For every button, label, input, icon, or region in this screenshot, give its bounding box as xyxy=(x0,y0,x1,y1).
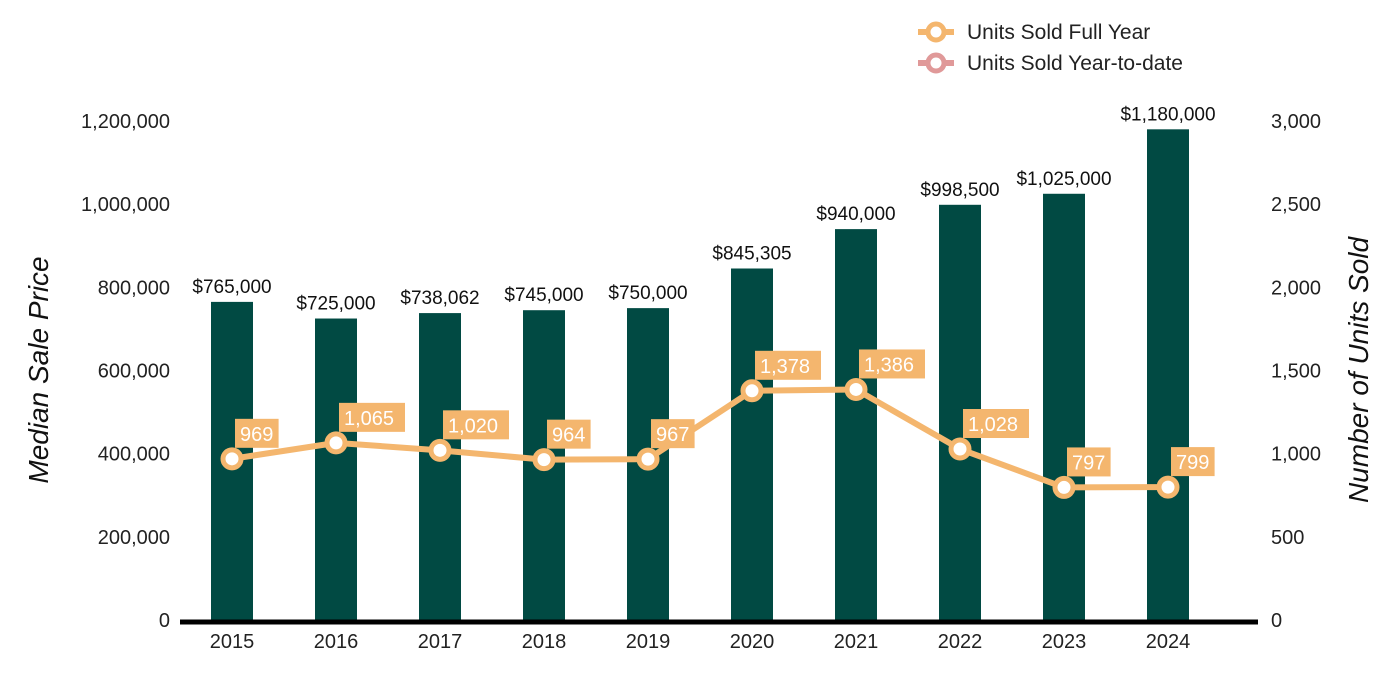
point-label-2022: 1,028 xyxy=(968,414,1018,436)
right-tick-label-2: 1,000 xyxy=(1271,444,1321,466)
legend-swatch-full-year-marker xyxy=(925,21,947,43)
point-full-year-2024[interactable] xyxy=(1156,475,1180,499)
point-label-2021: 1,386 xyxy=(864,354,914,376)
point-full-year-2016[interactable] xyxy=(324,431,348,455)
point-label-box-2018 xyxy=(547,419,591,449)
bar-value-label-2021: $940,000 xyxy=(816,204,895,225)
left-tick-label-4: 800,000 xyxy=(98,277,170,299)
bar-2017[interactable] xyxy=(419,313,461,620)
point-label-box-2022 xyxy=(963,409,1029,439)
bar-value-label-2019: $750,000 xyxy=(608,283,687,304)
x-tick-label-2019: 2019 xyxy=(626,631,671,653)
right-tick-label-6: 3,000 xyxy=(1271,111,1321,133)
legend-item-full-year[interactable]: Units Sold Full Year xyxy=(918,21,1150,44)
point-label-2017: 1,020 xyxy=(448,415,498,437)
axis-layer: 2015 2016 2017 2018 2019 2020 2021 2022 2023 2024… xyxy=(81,111,1321,653)
point-full-year-2017[interactable] xyxy=(428,438,452,462)
point-full-year-2021[interactable] xyxy=(844,377,868,401)
point-label-box-2020 xyxy=(755,350,821,380)
point-full-year-2019[interactable] xyxy=(636,447,660,471)
point-full-year-2023[interactable] xyxy=(1052,475,1076,499)
point-label-2019: 967 xyxy=(656,424,689,446)
bar-value-label-2024: $1,180,000 xyxy=(1120,104,1215,125)
point-full-year-2022[interactable] xyxy=(948,437,972,461)
legend: Units Sold Full Year Units Sold Year-to-… xyxy=(918,21,1183,75)
label-layer: $765,000 $725,000 $738,062 $745,000 $750,000… xyxy=(192,104,1216,477)
line-layer xyxy=(220,377,1180,499)
x-tick-label-2021: 2021 xyxy=(834,631,879,653)
bars-layer xyxy=(211,129,1189,621)
x-tick-label-2016: 2016 xyxy=(314,631,359,653)
right-tick-label-3: 1,500 xyxy=(1271,361,1321,383)
bar-value-label-2015: $765,000 xyxy=(192,277,271,298)
x-tick-label-2024: 2024 xyxy=(1146,631,1191,653)
legend-label-ytd: Units Sold Year-to-date xyxy=(967,52,1183,75)
bar-value-label-2023: $1,025,000 xyxy=(1016,169,1111,190)
right-tick-label-0: 0 xyxy=(1271,610,1282,632)
right-tick-label-5: 2,500 xyxy=(1271,194,1321,216)
point-label-box-2017 xyxy=(443,410,509,440)
point-full-year-2020[interactable] xyxy=(740,379,764,403)
point-label-box-2016 xyxy=(339,402,405,432)
line-units-sold-full-year xyxy=(231,386,1169,491)
x-tick-label-2017: 2017 xyxy=(418,631,463,653)
bar-2021[interactable] xyxy=(835,229,877,620)
x-tick-label-2023: 2023 xyxy=(1042,631,1087,653)
bar-value-label-2022: $998,500 xyxy=(920,180,999,201)
left-tick-label-6: 1,200,000 xyxy=(81,111,170,133)
point-label-2020: 1,378 xyxy=(760,356,810,378)
bar-2020[interactable] xyxy=(731,268,773,620)
point-label-2015: 969 xyxy=(240,424,273,446)
left-tick-label-1: 200,000 xyxy=(98,527,170,549)
bar-2023[interactable] xyxy=(1043,193,1085,621)
left-tick-label-5: 1,000,000 xyxy=(81,194,170,216)
point-label-2023: 797 xyxy=(1072,452,1105,474)
bar-value-label-2018: $745,000 xyxy=(504,285,583,306)
point-label-box-2021 xyxy=(859,349,925,379)
point-label-box-2015 xyxy=(235,418,279,448)
left-tick-label-0: 0 xyxy=(159,610,170,632)
point-label-box-2024 xyxy=(1171,447,1215,477)
left-tick-label-2: 400,000 xyxy=(98,444,170,466)
left-tick-label-3: 600,000 xyxy=(98,361,170,383)
x-tick-label-2022: 2022 xyxy=(938,631,983,653)
x-tick-label-2020: 2020 xyxy=(730,631,775,653)
bar-2024[interactable] xyxy=(1147,129,1189,621)
right-tick-label-4: 2,000 xyxy=(1271,277,1321,299)
bar-value-label-2017: $738,062 xyxy=(400,288,479,309)
bar-value-label-2016: $725,000 xyxy=(296,294,375,315)
right-axis-title: Number of Units Sold xyxy=(1343,236,1374,504)
bar-2016[interactable] xyxy=(315,318,357,620)
point-full-year-2018[interactable] xyxy=(532,448,556,472)
legend-item-ytd[interactable]: Units Sold Year-to-date xyxy=(918,52,1183,75)
right-tick-label-1: 500 xyxy=(1271,527,1304,549)
bar-value-label-2020: $845,305 xyxy=(712,243,791,264)
point-label-2016: 1,065 xyxy=(344,408,394,430)
point-label-box-2019 xyxy=(651,419,695,449)
point-full-year-2015[interactable] xyxy=(220,447,244,471)
point-label-box-2023 xyxy=(1067,447,1111,477)
point-label-2018: 964 xyxy=(552,425,585,447)
point-label-2024: 799 xyxy=(1176,452,1209,474)
legend-swatch-ytd-marker xyxy=(925,52,947,74)
x-tick-label-2018: 2018 xyxy=(522,631,567,653)
legend-label-full-year: Units Sold Full Year xyxy=(967,21,1150,44)
left-axis-title: Median Sale Price xyxy=(23,256,54,483)
x-tick-label-2015: 2015 xyxy=(210,631,255,653)
